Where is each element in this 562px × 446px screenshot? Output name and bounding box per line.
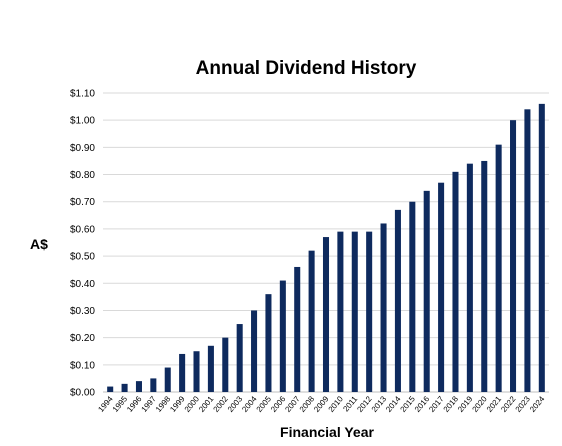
x-tick-label: 1997 [140,394,159,414]
x-tick-label: 2023 [514,394,533,414]
bars [107,103,545,393]
bar-2014 [394,209,401,392]
bar-2010 [337,231,344,392]
x-tick-label: 2001 [197,394,216,414]
x-tick-label: 2007 [283,394,302,414]
x-tick-label: 2013 [370,394,389,414]
bar-2009 [322,237,330,392]
bar-2018 [452,171,459,392]
bar-2007 [294,266,301,392]
x-tick-label: 1994 [96,394,115,414]
x-tick-label: 2020 [470,394,489,414]
chart-title: Annual Dividend History [196,58,417,79]
bar-2023 [524,109,531,392]
x-tick-label: 2014 [384,394,403,414]
bar-2016 [423,190,430,392]
y-tick-label: $0.60 [70,224,95,235]
x-tick-label: 2006 [269,394,288,414]
bar-2017 [438,182,445,392]
x-tick-label: 1995 [111,394,130,414]
x-tick-label: 2019 [456,394,475,414]
y-tick-label: $0.40 [70,279,95,290]
bar-2021 [495,144,502,392]
x-tick-label: 2018 [442,394,461,414]
y-tick-label: $0.10 [70,360,95,371]
x-tick-label: 2024 [528,394,547,414]
y-tick-label: $0.50 [70,252,95,263]
x-tick-label: 2004 [240,394,259,414]
x-axis-title: Financial Year [280,424,374,440]
x-tick-label: 2015 [399,394,418,414]
bar-2012 [366,231,373,392]
bar-2024 [538,103,545,393]
x-tick-label: 2008 [298,394,317,414]
bar-2002 [222,337,229,392]
y-axis-ticks: $0.00 $0.10 $0.20 $0.30 $0.40 $0.50 $0.60 $0.70… [70,89,95,399]
y-tick-label: $0.90 [70,143,95,154]
bar-2015 [409,201,416,392]
x-tick-label: 2000 [183,394,202,414]
bar-2005 [265,294,272,392]
x-tick-label: 2002 [211,394,230,414]
bar-1995 [121,383,128,392]
bar-2011 [351,231,358,392]
y-tick-label: $0.00 [70,388,95,399]
y-axis-title: A$ [30,236,48,252]
y-tick-label: $0.30 [70,306,95,317]
x-tick-label: 2010 [327,394,346,414]
bar-2013 [380,223,387,392]
bar-1994 [107,386,114,392]
x-tick-label: 1999 [168,394,187,414]
y-tick-label: $1.10 [70,89,95,100]
x-tick-label: 2016 [413,394,432,414]
bar-2008 [308,250,315,392]
y-tick-label: $0.20 [70,333,95,344]
x-tick-label: 2022 [499,394,518,414]
bar-2000 [193,351,200,392]
x-tick-label: 2021 [485,394,504,414]
y-tick-label: $0.80 [70,170,95,181]
y-tick-label: $0.70 [70,197,95,208]
y-tick-label: $1.00 [70,116,95,127]
x-tick-label: 2017 [427,394,446,414]
x-tick-label: 2003 [226,394,245,414]
bar-2004 [251,310,258,392]
x-tick-label: 1996 [125,394,144,414]
bar-2001 [207,345,214,392]
x-tick-label: 2012 [355,394,374,414]
bar-1997 [150,378,157,392]
x-tick-label: 1998 [154,394,173,414]
x-tick-label: 2005 [255,394,274,414]
bar-1996 [135,381,142,392]
x-axis-ticks: 1994199519961997199819992000200120022003… [96,394,546,414]
bar-2003 [236,324,243,392]
bar-1999 [179,353,186,392]
bar-2006 [279,280,286,392]
x-tick-label: 2009 [312,394,331,414]
bar-2020 [481,160,488,392]
bar-2022 [510,120,517,393]
bar-1998 [164,367,171,392]
bar-2019 [466,163,473,392]
